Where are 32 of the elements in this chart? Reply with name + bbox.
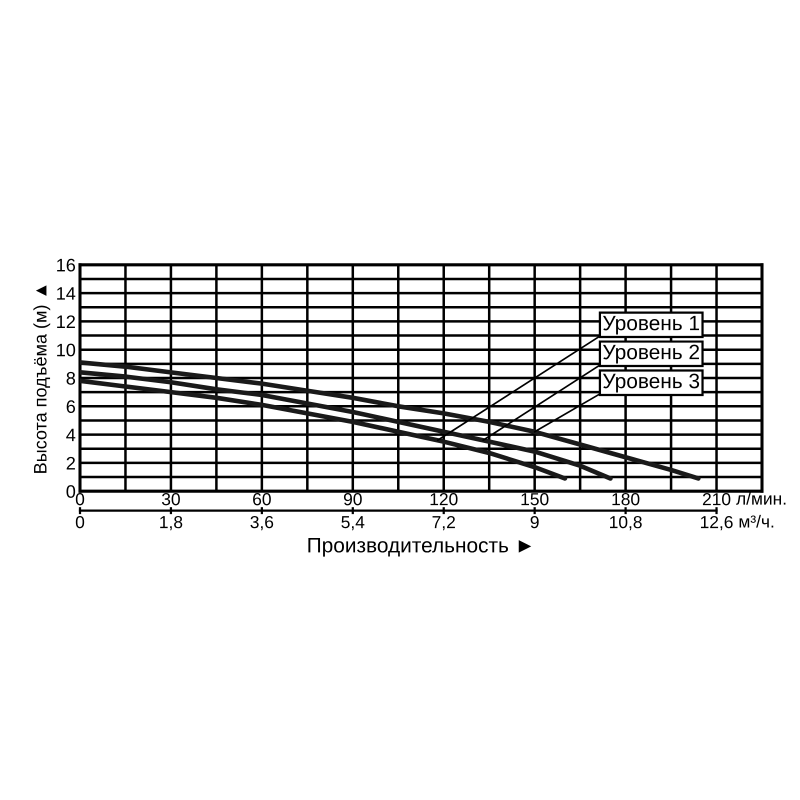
annotation: Уровень 1 <box>602 316 700 335</box>
y-tick-label: 12 <box>57 315 75 328</box>
x-tick-label: 150 <box>522 493 548 506</box>
line-series <box>80 378 568 481</box>
x-tick-label: 60 <box>253 493 271 506</box>
text: м³/ч. <box>740 514 774 528</box>
x-tick-label: 30 <box>162 493 180 506</box>
x-tick-label: 210 <box>702 493 730 506</box>
x2-tick-label: 3,6 <box>250 516 274 530</box>
x2-tick-label: 9 <box>530 516 539 528</box>
x-tick-label: 90 <box>344 493 362 506</box>
x-tick-label: 0 <box>76 493 84 506</box>
annotation: Уровень 2 <box>602 344 699 364</box>
x-tick-label: 120 <box>430 493 458 506</box>
x2-tick-label: 10,8 <box>610 516 642 530</box>
x2-tick-label: 5,4 <box>341 516 364 530</box>
y-tick-label: 4 <box>66 428 76 442</box>
x2-tick-label: 0 <box>76 516 84 528</box>
x-axis-title: Производительность ► <box>308 538 532 557</box>
y-axis-title: Высота подъёма (м) ▲ <box>33 285 50 473</box>
y-tick-label: 2 <box>66 456 75 470</box>
x2-tick-label: 1,8 <box>160 516 182 530</box>
y-tick-label: 14 <box>57 287 76 300</box>
x2-tick-label: 12,6 <box>700 516 733 530</box>
y-tick-label: 6 <box>66 400 76 414</box>
text: л/мин. <box>736 492 786 505</box>
y-tick-label: 16 <box>57 258 76 272</box>
x-tick-label: 180 <box>612 493 640 506</box>
annotation: Уровень 3 <box>602 374 700 392</box>
y-tick-label: 8 <box>66 372 76 385</box>
y-tick-label: 10 <box>57 344 76 356</box>
x2-tick-label: 7,2 <box>432 516 455 530</box>
